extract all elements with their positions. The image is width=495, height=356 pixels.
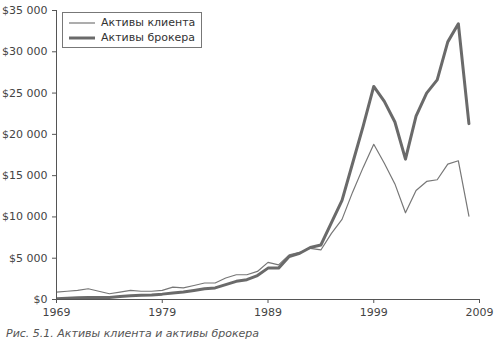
svg-text:$0: $0 <box>34 293 48 306</box>
svg-text:1969: 1969 <box>43 306 71 319</box>
html-text:Активы брокера: Активы брокера <box>101 31 195 44</box>
svg-text:1999: 1999 <box>360 306 388 319</box>
svg-text:1989: 1989 <box>254 306 282 319</box>
svg-text:$20 000: $20 000 <box>2 128 48 141</box>
svg-text:2009: 2009 <box>466 306 494 319</box>
svg-text:$30 000: $30 000 <box>2 45 48 58</box>
svg-text:$25 000: $25 000 <box>2 87 48 100</box>
svg-text:$10 000: $10 000 <box>2 210 48 223</box>
svg-text:$15 000: $15 000 <box>2 169 48 182</box>
html-text:Активы клиента: Активы клиента <box>101 16 196 29</box>
svg-text:$35 000: $35 000 <box>2 4 48 17</box>
svg-text:$5 000: $5 000 <box>9 252 48 265</box>
html-text:Рис. 5.1. Активы клиента и акт: Рис. 5.1. Активы клиента и активы брокер… <box>6 327 259 340</box>
svg-text:1979: 1979 <box>148 306 176 319</box>
